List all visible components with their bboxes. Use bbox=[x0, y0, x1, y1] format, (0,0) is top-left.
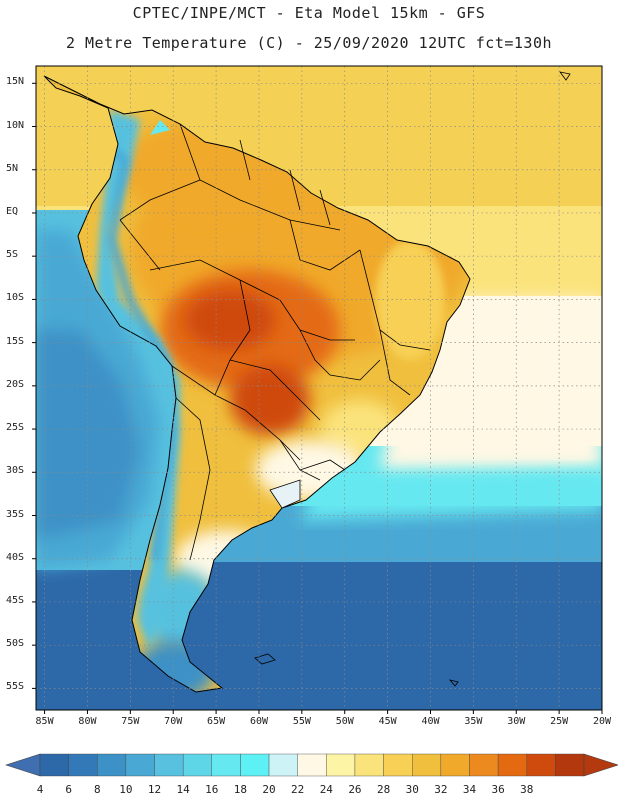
colorbar-label: 30 bbox=[405, 783, 419, 796]
lat-label: 30S bbox=[6, 465, 25, 477]
colorbar-over-arrow bbox=[583, 753, 618, 777]
lat-label: 45S bbox=[6, 594, 25, 606]
colorbar-label: 38 bbox=[520, 783, 534, 796]
pacific-cooler-patch bbox=[36, 330, 140, 540]
colorbar-label: 12 bbox=[147, 783, 162, 796]
lat-label: 5S bbox=[6, 249, 19, 261]
rio-de-la-plata bbox=[269, 479, 301, 509]
lat-label: 20S bbox=[6, 378, 25, 390]
colorbar-swatch bbox=[68, 753, 98, 777]
falkland-islands bbox=[254, 653, 276, 665]
lon-label: 75W bbox=[121, 716, 140, 727]
lon-label: 40W bbox=[421, 716, 440, 727]
axis-ticks bbox=[32, 82, 603, 714]
colorbar-label: 6 bbox=[65, 783, 72, 796]
lon-label: 50W bbox=[335, 716, 354, 727]
colorbar-label: 20 bbox=[262, 783, 276, 796]
colorbar-swatch bbox=[154, 753, 184, 777]
colorbar-label: 14 bbox=[176, 783, 190, 796]
colorbar-swatch bbox=[440, 753, 470, 777]
colorbar-swatch bbox=[326, 753, 356, 777]
colorbar-label: 4 bbox=[36, 783, 44, 796]
colorbar-swatch bbox=[297, 753, 327, 777]
colorbar-swatch bbox=[497, 753, 527, 777]
lon-label: 20W bbox=[592, 716, 612, 727]
colorbar-under-arrow bbox=[5, 753, 41, 777]
colorbar-label: 8 bbox=[93, 783, 101, 796]
colorbar-swatch bbox=[240, 753, 270, 777]
lat-label: 55S bbox=[6, 681, 25, 693]
colorbar-label: 10 bbox=[119, 783, 133, 796]
colorbar-label: 36 bbox=[491, 783, 505, 796]
lon-label: 45W bbox=[378, 716, 397, 727]
lon-label: 65W bbox=[207, 716, 226, 727]
lon-label: 55W bbox=[292, 716, 311, 727]
colorbar-swatch bbox=[268, 753, 298, 777]
colorbar-label: 26 bbox=[348, 783, 362, 796]
colorbar-swatch bbox=[354, 753, 384, 777]
colorbar-swatch bbox=[383, 753, 413, 777]
lon-label: 70W bbox=[164, 716, 183, 727]
temperature-colorbar bbox=[5, 753, 618, 777]
lat-label: 15S bbox=[6, 335, 25, 347]
colorbar-swatch bbox=[182, 753, 212, 777]
colorbar-swatch bbox=[526, 753, 556, 777]
colorbar-swatch bbox=[39, 753, 69, 777]
lon-label: 85W bbox=[35, 716, 54, 727]
colorbar-label: 32 bbox=[434, 783, 448, 796]
colorbar-label: 22 bbox=[291, 783, 305, 796]
lat-label: 10N bbox=[6, 119, 25, 131]
colorbar-label: 16 bbox=[205, 783, 219, 796]
country-borders bbox=[119, 123, 431, 561]
lon-label: 80W bbox=[78, 716, 97, 727]
caribbean-island bbox=[559, 71, 571, 81]
lon-label: 60W bbox=[249, 716, 268, 727]
colorbar-label: 24 bbox=[319, 783, 333, 796]
lat-label: 15N bbox=[6, 76, 25, 88]
colorbar-swatch bbox=[97, 753, 127, 777]
lat-label: 50S bbox=[6, 638, 25, 650]
map-title-line-2: 2 Metre Temperature (C) - 25/09/2020 12U… bbox=[65, 34, 553, 52]
colorbar-label: 18 bbox=[233, 783, 248, 796]
lon-label: 25W bbox=[550, 716, 569, 727]
atlantic-cool-front bbox=[300, 470, 602, 520]
lon-label: 30W bbox=[507, 716, 526, 727]
lat-label: 10S bbox=[6, 292, 25, 304]
ocean-zone-southern bbox=[36, 562, 602, 710]
colorbar-label: 28 bbox=[376, 783, 391, 796]
lat-label: EQ bbox=[6, 205, 19, 217]
plot-frame bbox=[35, 65, 603, 711]
south-georgia-island bbox=[448, 679, 459, 687]
south-america-coastline bbox=[43, 75, 471, 693]
map-title-line-1: CPTEC/INPE/MCT - Eta Model 15km - GFS bbox=[132, 4, 486, 22]
lat-label: 40S bbox=[6, 551, 25, 563]
lon-label: 35W bbox=[464, 716, 483, 727]
colorbar-label: 34 bbox=[462, 783, 477, 796]
colorbar-swatch bbox=[555, 753, 585, 777]
lat-label: 5N bbox=[6, 162, 19, 174]
colorbar-swatch bbox=[125, 753, 155, 777]
lat-label: 35S bbox=[6, 508, 25, 520]
colorbar-swatch bbox=[211, 753, 241, 777]
colorbar-swatch bbox=[469, 753, 499, 777]
lat-label: 25S bbox=[6, 422, 25, 434]
colorbar-swatch bbox=[412, 753, 442, 777]
